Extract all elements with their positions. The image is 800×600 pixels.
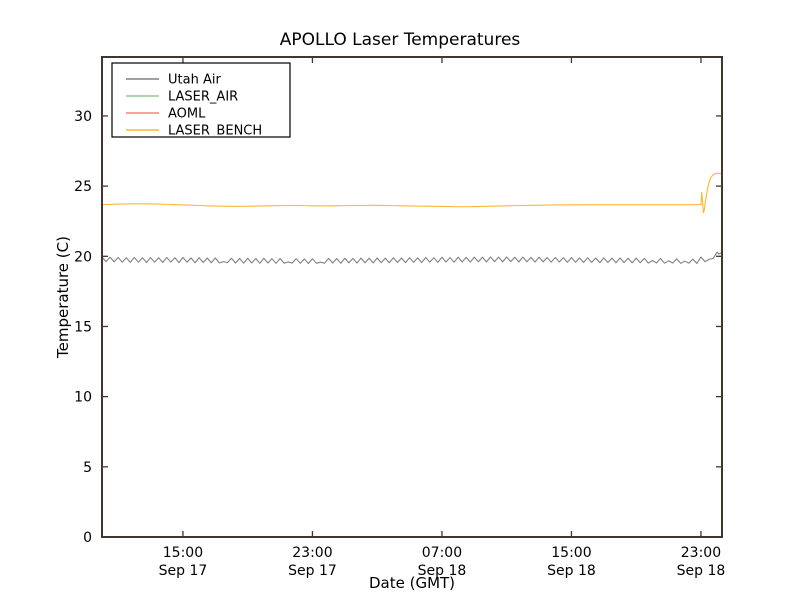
series-line-utah-air [101,251,723,265]
y-tick-label: 15 [74,319,92,335]
legend-label-utah-air[interactable]: Utah Air [168,73,221,88]
y-tick-label: 20 [74,249,92,265]
x-tick-label-date: Sep 17 [159,563,208,579]
series-line-laser-bench [101,172,723,214]
legend-label-laser-air[interactable]: LASER_AIR [168,90,238,105]
x-axis-tick-labels: 15:00 Sep 17 23:00 Sep 17 07:00 Sep 18 15:00 Se… [159,545,726,579]
x-tick-label-time: 15:00 [163,545,203,561]
y-tick-label: 30 [74,109,92,125]
axes-frame [101,56,723,538]
legend-label-aoml[interactable]: AOML [168,107,206,122]
x-tick-label-date: Sep 17 [288,563,337,579]
legend-box [111,62,291,138]
series-lines [101,172,723,265]
y-axis-tick-labels: 0 5 10 15 20 25 30 [74,109,92,546]
x-tick-label-date: Sep 18 [547,563,596,579]
x-tick-label-time: 07:00 [422,545,462,561]
y-tick-label: 5 [83,460,92,476]
x-tick-label-time: 23:00 [681,545,721,561]
x-tick-label-date: Sep 18 [677,563,726,579]
chart-legend[interactable]: Utah Air LASER_AIR AOML LASER_BENCH [111,62,291,139]
x-tick-label-time: 15:00 [551,545,591,561]
y-tick-label: 0 [83,530,92,546]
y-tick-label: 25 [74,179,92,195]
x-axis-label: Date (GMT) [369,574,455,592]
y-axis-label: Temperature (C) [54,236,72,359]
legend-label-laser-bench[interactable]: LASER_BENCH [168,124,262,139]
chart-title: APOLLO Laser Temperatures [280,30,521,50]
x-tick-label-date: Sep 18 [418,563,467,579]
y-tick-label: 10 [74,390,92,406]
x-tick-label-time: 23:00 [292,545,332,561]
